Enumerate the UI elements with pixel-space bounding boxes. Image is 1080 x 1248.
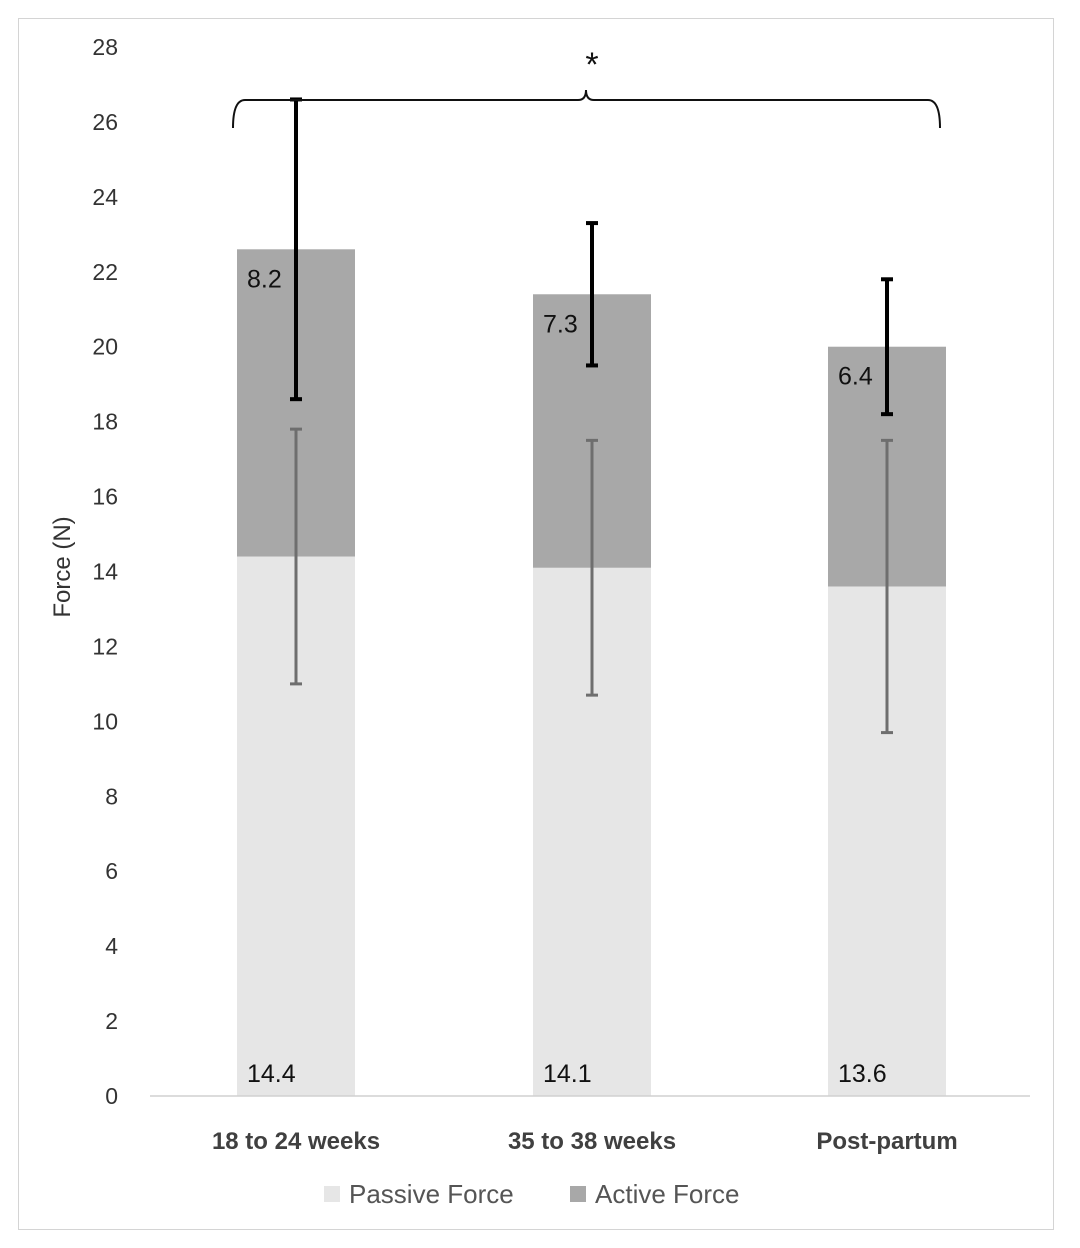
passive-force-error-bar: [290, 427, 302, 686]
significance-annotation: *: [232, 46, 941, 129]
y-tick-label: 0: [105, 1083, 118, 1109]
y-tick-label: 10: [92, 708, 118, 734]
legend-label: Active Force: [595, 1179, 740, 1209]
active-force-error-bar: [586, 221, 598, 368]
y-tick-label: 2: [105, 1008, 118, 1034]
legend-swatch: [570, 1186, 586, 1202]
x-category-label: 18 to 24 weeks: [212, 1128, 380, 1155]
legend-label: Passive Force: [349, 1179, 514, 1209]
active-force-data-label: 8.2: [247, 265, 282, 293]
y-tick-label: 6: [105, 858, 118, 884]
significance-brace: [232, 89, 941, 129]
y-tick-label: 4: [105, 933, 118, 959]
y-axis-title: Force (N): [49, 516, 76, 617]
active-force-error-bar: [881, 277, 893, 417]
y-tick-label: 12: [92, 633, 118, 659]
y-tick-label: 16: [92, 484, 118, 510]
y-tick-label: 18: [92, 409, 118, 435]
y-tick-label: 22: [92, 259, 118, 285]
error-bars-layer: [290, 97, 893, 735]
legend-swatch: [324, 1186, 340, 1202]
x-category-label: Post-partum: [816, 1128, 957, 1155]
active-force-data-label: 7.3: [543, 310, 578, 338]
y-tick-label: 24: [92, 184, 118, 210]
labels-layer: 14.4 8.2 14.1 7.3 13.6 6.4: [247, 265, 887, 1088]
y-tick-label: 20: [92, 334, 118, 360]
y-tick-label: 8: [105, 783, 118, 809]
passive-force-data-label: 14.4: [247, 1060, 296, 1088]
y-tick-label: 28: [92, 34, 118, 60]
passive-force-error-bar: [881, 438, 893, 735]
passive-force-data-label: 13.6: [838, 1060, 887, 1088]
y-tick-label: 26: [92, 109, 118, 135]
passive-force-error-bar: [586, 438, 598, 697]
passive-force-data-label: 14.1: [543, 1060, 592, 1088]
legend: Passive Force Active Force: [324, 1179, 740, 1209]
y-tick-label: 14: [92, 559, 118, 585]
x-category-label: 35 to 38 weeks: [508, 1128, 676, 1155]
significance-star: *: [585, 46, 598, 84]
active-force-data-label: 6.4: [838, 363, 873, 391]
